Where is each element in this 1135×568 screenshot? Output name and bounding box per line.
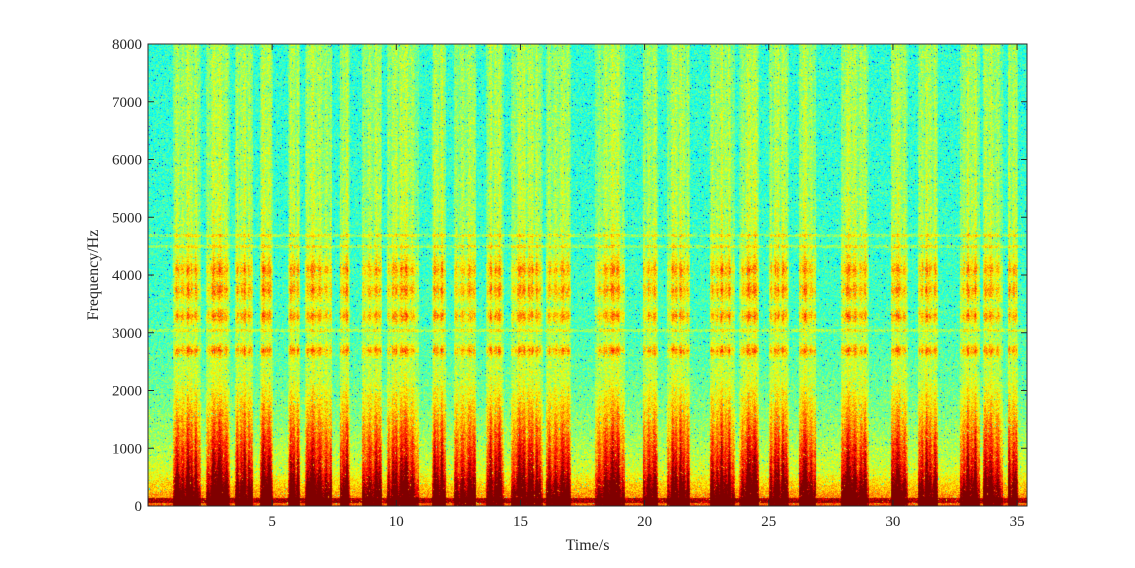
y-tick-label: 8000 — [112, 37, 142, 53]
y-tick-label: 0 — [135, 499, 143, 515]
x-tick-label: 15 — [513, 514, 528, 530]
x-tick-label: 5 — [268, 514, 276, 530]
x-tick-label: 25 — [761, 514, 776, 530]
spectrogram-image — [148, 44, 1027, 506]
x-axis: 5 10 15 20 25 30 35 — [268, 44, 1025, 530]
y-axis: 0 1000 2000 3000 4000 5000 6000 7000 8000 — [112, 37, 1027, 515]
y-axis-label: Frequency/Hz — [85, 230, 102, 321]
x-tick-label: 35 — [1010, 514, 1025, 530]
y-tick-label: 2000 — [112, 384, 142, 400]
x-axis-label: Time/s — [566, 537, 610, 554]
y-tick-label: 6000 — [112, 153, 142, 169]
x-tick-label: 30 — [885, 514, 900, 530]
y-tick-label: 4000 — [112, 268, 142, 284]
x-tick-label: 20 — [637, 514, 652, 530]
y-tick-label: 7000 — [112, 95, 142, 111]
y-tick-label: 3000 — [112, 326, 142, 342]
y-tick-label: 1000 — [112, 441, 142, 457]
x-tick-label: 10 — [389, 514, 404, 530]
y-tick-label: 5000 — [112, 210, 142, 226]
